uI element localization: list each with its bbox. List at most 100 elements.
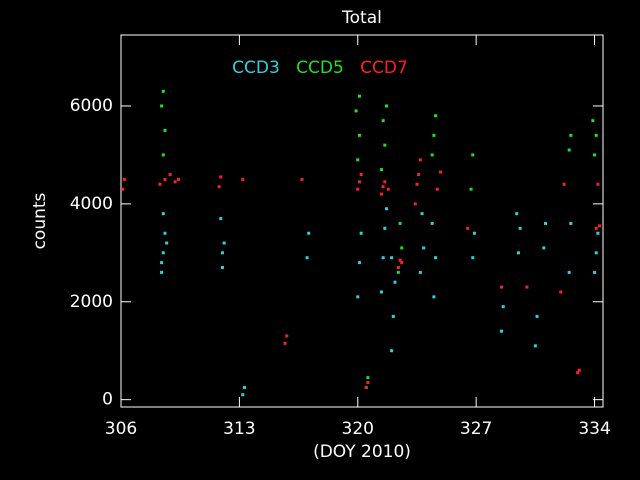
data-point: [396, 266, 400, 269]
data-point: [385, 104, 389, 108]
data-point: [576, 371, 580, 375]
x-axis-label: (DOY 2010): [313, 442, 411, 462]
data-point: [305, 256, 309, 260]
data-point: [542, 246, 546, 250]
data-point: [594, 251, 598, 255]
data-point: [356, 187, 360, 191]
data-point: [241, 393, 245, 397]
data-point: [398, 221, 402, 225]
y-tick-label: 4000: [70, 194, 113, 214]
data-point: [381, 119, 385, 123]
data-point: [469, 187, 473, 191]
legend-entry: CCD7: [360, 58, 408, 78]
data-point: [222, 241, 226, 245]
data-point: [220, 266, 224, 269]
data-point: [165, 241, 169, 245]
data-point: [466, 226, 470, 230]
data-point: [160, 104, 164, 108]
data-point: [161, 153, 165, 157]
data-point: [569, 133, 573, 137]
data-point: [591, 119, 595, 123]
data-point: [354, 109, 358, 113]
data-point: [385, 207, 389, 211]
data-point: [594, 226, 598, 230]
data-point: [400, 246, 404, 250]
data-point: [569, 221, 573, 225]
data-point: [220, 251, 224, 255]
data-point: [418, 158, 422, 162]
plot-frame: [120, 34, 604, 408]
data-point: [515, 212, 519, 216]
x-tick-label: 320: [342, 419, 374, 439]
data-point: [593, 270, 597, 274]
data-point: [379, 192, 383, 196]
data-point: [415, 182, 419, 186]
data-point: [177, 177, 181, 181]
data-point: [413, 202, 417, 206]
data-point: [160, 261, 164, 265]
legend-entry: CCD5: [296, 58, 344, 78]
data-point: [596, 231, 600, 235]
data-point: [242, 385, 246, 389]
data-point: [364, 385, 368, 389]
data-point: [417, 173, 421, 176]
data-point: [381, 256, 385, 260]
y-tick-label: 2000: [70, 292, 113, 312]
data-point: [390, 349, 394, 353]
data-point: [217, 185, 221, 189]
data-point: [430, 153, 434, 157]
data-point: [121, 187, 125, 191]
data-point: [161, 251, 165, 255]
data-point: [577, 368, 581, 372]
data-point: [357, 94, 361, 98]
data-point: [219, 175, 223, 179]
x-tick-label: 327: [460, 419, 492, 439]
data-point: [400, 261, 404, 265]
chart-title: Total: [341, 8, 382, 28]
data-point: [241, 177, 245, 181]
data-point: [501, 305, 505, 309]
data-point: [434, 114, 438, 118]
data-point: [391, 314, 395, 318]
data-point: [422, 246, 426, 250]
data-point: [158, 182, 162, 186]
data-point: [516, 251, 520, 255]
data-point: [383, 143, 387, 147]
y-axis-label: counts: [30, 192, 50, 249]
data-point: [393, 280, 397, 284]
data-point: [535, 314, 539, 318]
data-point: [525, 285, 529, 289]
data-point: [122, 177, 126, 181]
data-point: [559, 290, 563, 294]
data-point: [518, 226, 522, 230]
data-point: [366, 381, 370, 385]
data-point: [533, 344, 537, 348]
data-point: [471, 256, 475, 260]
data-point: [420, 212, 424, 216]
data-point: [435, 187, 439, 191]
data-point: [434, 256, 438, 260]
y-tick-label: 6000: [70, 96, 113, 116]
x-tick-label: 306: [105, 419, 137, 439]
data-point: [567, 148, 571, 152]
data-point: [596, 182, 600, 186]
data-point: [357, 133, 361, 137]
legend-entry: CCD3: [232, 58, 280, 78]
data-point: [593, 153, 597, 157]
data-point: [161, 89, 165, 93]
x-tick-label: 334: [578, 419, 610, 439]
data-point: [219, 217, 223, 221]
data-point: [283, 341, 287, 345]
data-point: [356, 158, 360, 162]
data-point: [173, 180, 177, 184]
data-point: [396, 270, 400, 274]
data-point: [161, 212, 165, 216]
data-point: [500, 285, 504, 289]
data-point: [432, 133, 436, 137]
data-point: [168, 173, 172, 176]
data-point: [379, 168, 383, 172]
data-point: [379, 290, 383, 294]
data-point: [160, 270, 164, 274]
data-point: [398, 258, 402, 262]
data-point: [543, 221, 547, 225]
